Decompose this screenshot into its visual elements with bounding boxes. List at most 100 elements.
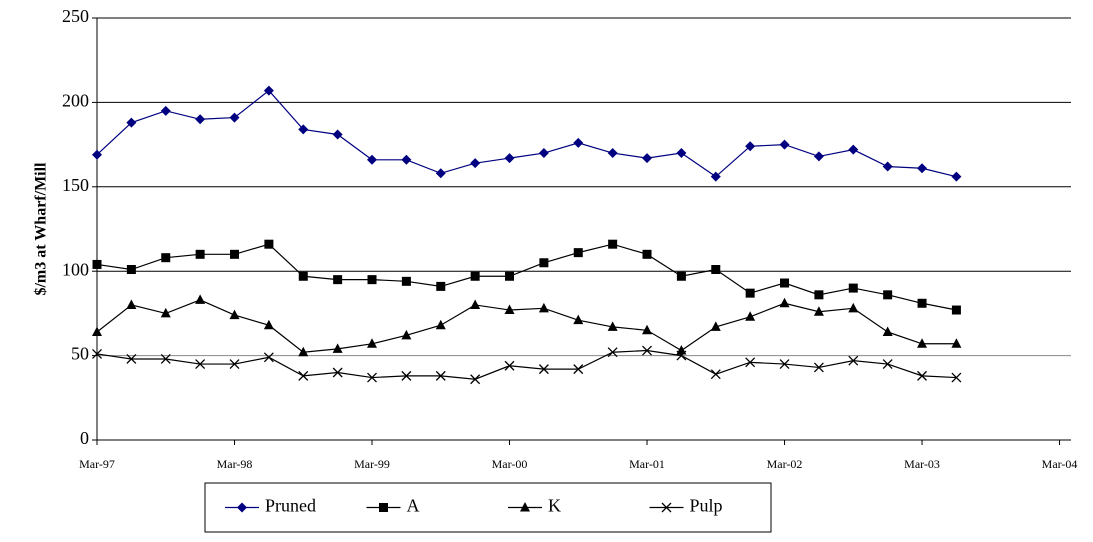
marker bbox=[676, 350, 687, 361]
marker bbox=[504, 153, 515, 164]
marker bbox=[126, 354, 137, 364]
marker bbox=[470, 374, 481, 385]
series-line bbox=[96, 89, 957, 178]
legend-label: K bbox=[548, 496, 561, 516]
marker bbox=[229, 309, 240, 320]
marker bbox=[917, 163, 928, 174]
marker bbox=[779, 297, 790, 308]
marker bbox=[333, 275, 343, 285]
marker bbox=[848, 355, 859, 366]
marker bbox=[332, 343, 343, 353]
marker bbox=[573, 137, 584, 148]
marker bbox=[607, 148, 618, 159]
marker bbox=[951, 372, 962, 383]
marker bbox=[642, 324, 653, 335]
marker bbox=[298, 346, 309, 357]
marker bbox=[539, 258, 549, 268]
marker bbox=[160, 354, 171, 364]
y-tick-label: 50 bbox=[71, 344, 89, 364]
marker bbox=[367, 338, 378, 348]
marker bbox=[436, 281, 446, 291]
marker bbox=[367, 154, 378, 165]
marker bbox=[504, 360, 515, 371]
marker bbox=[435, 168, 446, 179]
legend-label: Pulp bbox=[690, 496, 723, 516]
x-tick-label: Mar-01 bbox=[629, 457, 665, 471]
y-axis-label: $/m3 at Wharf/Mill bbox=[33, 162, 50, 296]
marker bbox=[745, 357, 756, 368]
y-tick-label: 150 bbox=[62, 175, 89, 195]
x-tick-label: Mar-98 bbox=[217, 457, 253, 471]
marker bbox=[470, 299, 481, 309]
marker bbox=[607, 347, 618, 358]
marker bbox=[470, 158, 481, 169]
marker bbox=[367, 372, 377, 383]
marker bbox=[607, 321, 618, 331]
marker bbox=[520, 502, 530, 512]
x-tick-label: Mar-99 bbox=[354, 457, 390, 471]
x-tick-label: Mar-04 bbox=[1042, 457, 1078, 471]
x-tick-label: Mar-97 bbox=[79, 457, 115, 471]
marker bbox=[676, 345, 687, 355]
marker bbox=[332, 129, 343, 140]
marker bbox=[435, 370, 446, 381]
marker bbox=[126, 265, 136, 275]
marker bbox=[813, 306, 824, 316]
legend: Pruned A K Pulp bbox=[204, 482, 772, 533]
x-tick-label: Mar-02 bbox=[767, 457, 803, 471]
marker bbox=[195, 249, 205, 259]
marker bbox=[92, 326, 102, 336]
marker bbox=[711, 265, 721, 275]
marker bbox=[367, 275, 377, 285]
series-line bbox=[96, 299, 957, 353]
marker bbox=[538, 364, 549, 375]
marker bbox=[745, 288, 755, 298]
marker bbox=[160, 105, 171, 116]
marker bbox=[573, 248, 583, 258]
marker bbox=[676, 271, 686, 281]
marker bbox=[332, 367, 343, 378]
x-tick-label: Mar-03 bbox=[904, 457, 940, 471]
y-tick-label: 250 bbox=[62, 6, 89, 26]
marker bbox=[848, 283, 858, 293]
marker bbox=[237, 502, 247, 513]
marker bbox=[160, 307, 171, 318]
marker bbox=[401, 370, 412, 381]
marker bbox=[401, 329, 412, 340]
marker bbox=[92, 259, 102, 269]
marker bbox=[848, 144, 859, 155]
y-tick-label: 200 bbox=[62, 91, 89, 111]
marker bbox=[504, 304, 515, 315]
marker bbox=[745, 141, 756, 152]
marker bbox=[298, 271, 308, 281]
marker bbox=[917, 298, 927, 308]
marker bbox=[917, 338, 928, 348]
marker bbox=[379, 503, 388, 512]
marker bbox=[538, 302, 549, 313]
marker bbox=[779, 359, 790, 369]
marker bbox=[401, 154, 412, 165]
marker bbox=[917, 370, 927, 381]
marker bbox=[229, 112, 240, 123]
marker bbox=[92, 348, 102, 359]
marker bbox=[538, 148, 549, 159]
marker bbox=[951, 338, 962, 348]
marker bbox=[573, 314, 584, 325]
marker bbox=[676, 148, 687, 159]
marker bbox=[813, 362, 824, 373]
marker bbox=[195, 114, 206, 125]
marker bbox=[814, 290, 824, 300]
marker bbox=[608, 239, 618, 249]
legend-label: Pruned bbox=[265, 496, 316, 516]
marker bbox=[882, 161, 893, 172]
marker bbox=[470, 271, 480, 281]
legend-label: A bbox=[407, 496, 420, 516]
marker bbox=[263, 85, 274, 96]
marker bbox=[264, 239, 274, 249]
marker bbox=[951, 305, 961, 315]
marker bbox=[229, 359, 240, 369]
marker bbox=[882, 326, 893, 336]
marker bbox=[435, 319, 446, 330]
marker bbox=[883, 290, 893, 300]
marker bbox=[126, 299, 137, 309]
